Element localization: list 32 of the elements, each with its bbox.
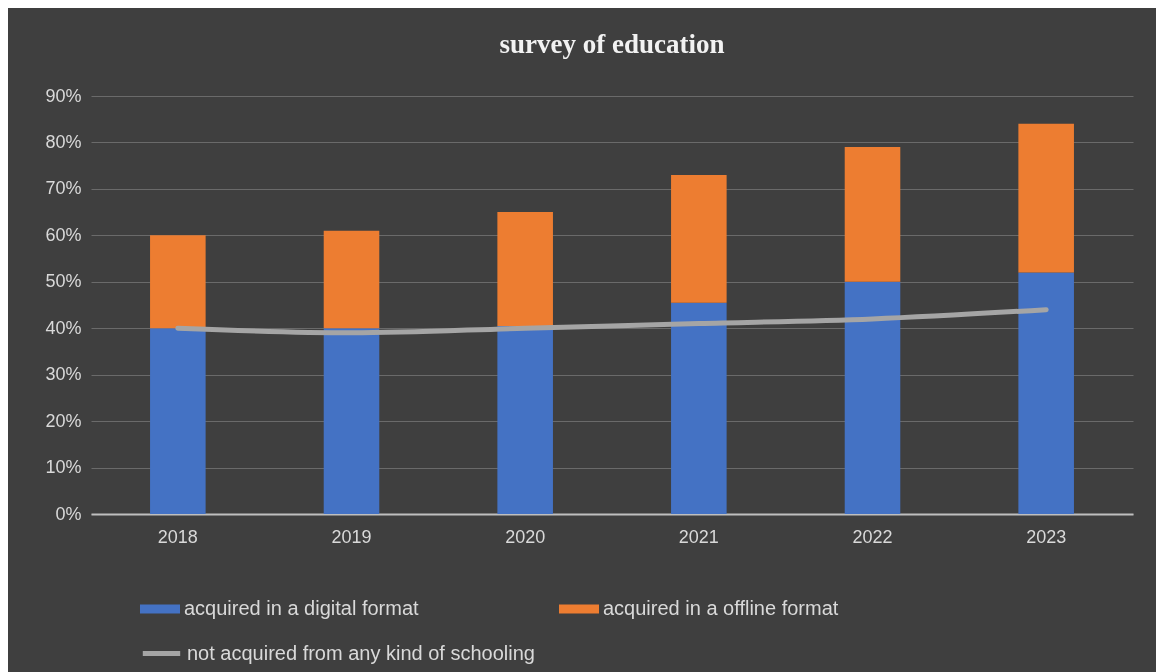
y-tick-label: 60% <box>45 224 82 245</box>
bar <box>671 302 727 514</box>
chart-title: survey of education <box>499 29 725 59</box>
y-tick-label: 10% <box>45 457 82 478</box>
y-tick-label: 40% <box>45 317 82 338</box>
bar <box>1018 123 1074 273</box>
legend-label: not acquired from any kind of schooling <box>187 641 535 664</box>
y-tick-label: 90% <box>45 85 82 106</box>
y-tick-label: 30% <box>45 364 82 385</box>
y-tick-label: 20% <box>45 410 82 431</box>
bar <box>497 212 553 326</box>
bar <box>150 328 206 514</box>
bar <box>844 147 901 282</box>
y-tick-label: 70% <box>45 178 82 199</box>
bar <box>671 174 727 303</box>
bar <box>497 325 553 514</box>
legend-label: acquired in a offline format <box>603 597 839 619</box>
bar <box>323 230 380 329</box>
x-tick-label: 2020 <box>505 526 546 547</box>
y-tick-label: 50% <box>45 271 82 292</box>
bar <box>844 281 901 514</box>
bar <box>1018 272 1074 514</box>
x-tick-label: 2023 <box>1026 526 1067 547</box>
legend-label: acquired in a digital format <box>184 597 420 619</box>
x-tick-label: 2022 <box>852 526 893 547</box>
x-tick-label: 2018 <box>157 526 198 547</box>
bar <box>323 328 380 514</box>
y-tick-label: 80% <box>45 131 82 152</box>
y-tick-label: 0% <box>55 503 82 524</box>
x-tick-label: 2021 <box>678 526 719 547</box>
bar <box>150 235 206 329</box>
x-tick-label: 2019 <box>331 526 372 547</box>
